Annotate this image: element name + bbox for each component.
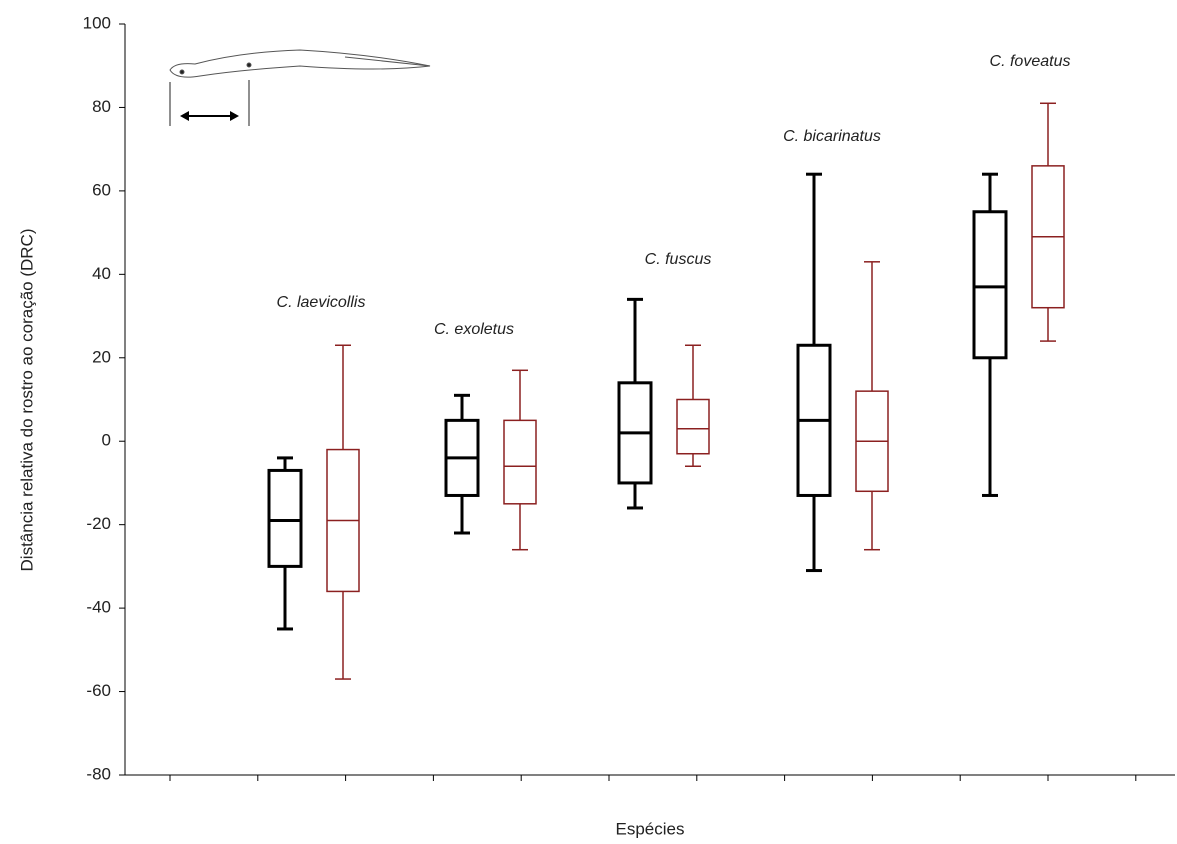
y-tick-label: -20 xyxy=(86,514,111,533)
box xyxy=(972,210,1008,360)
y-tick-label: 20 xyxy=(92,347,111,366)
box xyxy=(503,419,537,505)
y-tick-label: 0 xyxy=(102,431,111,450)
y-tick-label: -80 xyxy=(86,764,111,783)
y-axis-label: Distância relativa do rostro ao coração … xyxy=(17,229,36,572)
species-label: C. fuscus xyxy=(645,251,712,268)
species-label: C. exoletus xyxy=(434,321,514,338)
box xyxy=(267,468,303,568)
eel-illustration xyxy=(169,49,431,126)
species-label: C. bicarinatus xyxy=(783,128,881,145)
box xyxy=(676,398,710,455)
y-tick-label: 60 xyxy=(92,180,111,199)
y-tick-label: -60 xyxy=(86,681,111,700)
y-tick-label: 40 xyxy=(92,264,111,283)
y-tick-label: -40 xyxy=(86,598,111,617)
x-axis-label: Espécies xyxy=(616,819,685,838)
y-tick-label: 100 xyxy=(83,13,111,32)
species-label: C. foveatus xyxy=(990,53,1071,70)
y-tick-label: 80 xyxy=(92,97,111,116)
species-label: C. laevicollis xyxy=(277,294,366,311)
